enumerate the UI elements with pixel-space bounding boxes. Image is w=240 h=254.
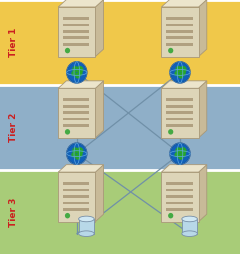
Circle shape xyxy=(181,71,186,76)
Circle shape xyxy=(175,66,181,72)
Circle shape xyxy=(67,143,87,164)
Bar xyxy=(58,172,95,221)
Bar xyxy=(166,124,193,127)
Bar xyxy=(166,195,193,198)
Bar xyxy=(166,105,193,108)
Polygon shape xyxy=(95,0,104,57)
Bar xyxy=(63,182,90,185)
Circle shape xyxy=(178,73,184,78)
Circle shape xyxy=(178,154,184,160)
Circle shape xyxy=(179,147,187,155)
Circle shape xyxy=(168,129,173,135)
Circle shape xyxy=(65,129,70,135)
Text: Tier 1: Tier 1 xyxy=(9,28,18,57)
Bar xyxy=(166,202,193,204)
Bar xyxy=(63,202,90,204)
Bar xyxy=(166,118,193,120)
Bar xyxy=(161,88,199,138)
Bar xyxy=(166,182,193,185)
Bar xyxy=(63,189,90,192)
Bar xyxy=(58,88,95,138)
Text: Tier 3: Tier 3 xyxy=(9,197,18,227)
Circle shape xyxy=(174,71,180,76)
Bar xyxy=(0,85,240,170)
Polygon shape xyxy=(199,165,207,221)
Bar xyxy=(63,43,90,46)
Bar xyxy=(182,219,197,234)
Circle shape xyxy=(71,71,76,76)
Bar xyxy=(63,208,90,211)
Bar xyxy=(63,195,90,198)
Circle shape xyxy=(75,73,81,78)
Ellipse shape xyxy=(78,231,94,236)
Polygon shape xyxy=(161,81,207,88)
Polygon shape xyxy=(58,0,104,7)
Circle shape xyxy=(78,71,83,76)
Circle shape xyxy=(170,143,190,164)
Circle shape xyxy=(76,66,84,74)
Circle shape xyxy=(65,213,70,218)
Bar xyxy=(63,124,90,127)
Bar xyxy=(166,43,193,46)
Circle shape xyxy=(168,213,173,218)
Ellipse shape xyxy=(78,216,94,222)
Bar xyxy=(166,111,193,114)
Polygon shape xyxy=(161,165,207,172)
Polygon shape xyxy=(95,81,104,138)
Circle shape xyxy=(75,154,81,160)
Polygon shape xyxy=(199,0,207,57)
Circle shape xyxy=(175,147,181,154)
Bar xyxy=(166,17,193,20)
Bar xyxy=(166,24,193,26)
Polygon shape xyxy=(58,81,104,88)
Polygon shape xyxy=(199,81,207,138)
Bar xyxy=(166,37,193,39)
Ellipse shape xyxy=(182,216,198,222)
Bar xyxy=(161,172,199,221)
Bar xyxy=(166,30,193,33)
Circle shape xyxy=(72,66,78,72)
Bar xyxy=(166,208,193,211)
Bar xyxy=(166,189,193,192)
Polygon shape xyxy=(58,165,104,172)
Bar xyxy=(166,98,193,101)
Bar xyxy=(0,0,240,85)
Bar xyxy=(63,111,90,114)
Circle shape xyxy=(181,152,186,157)
Bar xyxy=(161,7,199,57)
Polygon shape xyxy=(95,165,104,221)
Circle shape xyxy=(179,66,187,74)
Bar xyxy=(63,98,90,101)
Circle shape xyxy=(168,48,173,53)
Bar xyxy=(63,17,90,20)
Bar xyxy=(58,7,95,57)
Circle shape xyxy=(76,147,84,155)
Text: Tier 2: Tier 2 xyxy=(9,113,18,142)
Circle shape xyxy=(65,48,70,53)
Circle shape xyxy=(174,152,180,157)
Bar xyxy=(63,118,90,120)
Bar xyxy=(63,30,90,33)
Polygon shape xyxy=(161,0,207,7)
Bar xyxy=(79,219,94,234)
Circle shape xyxy=(71,152,76,157)
Circle shape xyxy=(170,62,190,83)
Circle shape xyxy=(78,152,83,157)
Circle shape xyxy=(67,62,87,83)
Bar xyxy=(0,170,240,254)
Ellipse shape xyxy=(182,231,198,236)
Circle shape xyxy=(72,147,78,154)
Bar xyxy=(63,37,90,39)
Bar xyxy=(63,24,90,26)
Bar xyxy=(63,105,90,108)
